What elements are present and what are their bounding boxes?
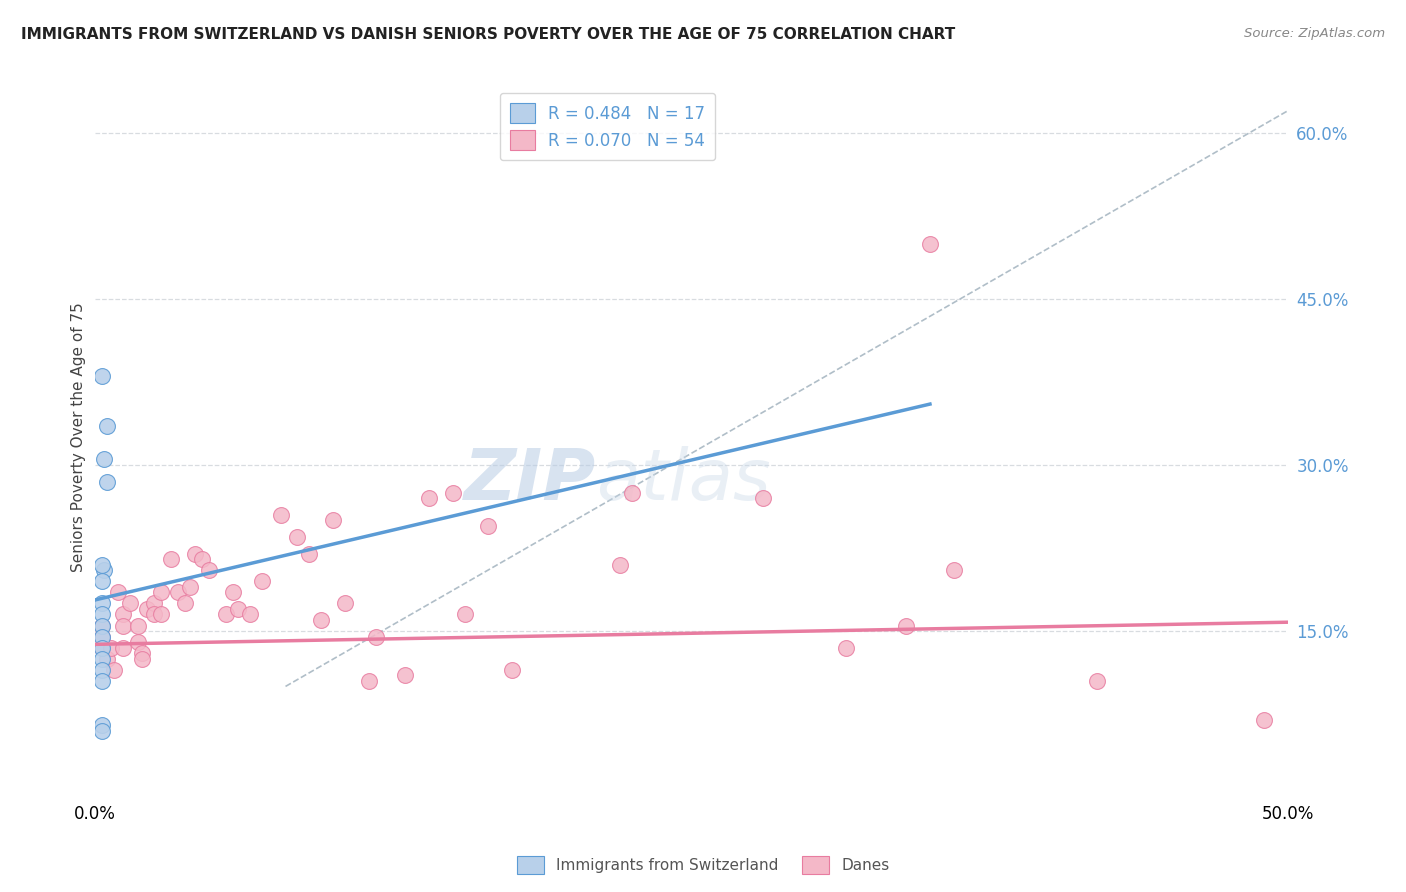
Point bbox=[501, 663, 523, 677]
Point bbox=[96, 475, 118, 489]
Point bbox=[609, 558, 631, 572]
Point bbox=[620, 485, 643, 500]
Y-axis label: Seniors Poverty Over the Age of 75: Seniors Poverty Over the Age of 75 bbox=[72, 302, 86, 572]
Point bbox=[127, 618, 149, 632]
Point bbox=[90, 651, 112, 665]
Point bbox=[322, 513, 344, 527]
Point bbox=[112, 618, 135, 632]
Point bbox=[394, 668, 416, 682]
Point bbox=[112, 607, 135, 622]
Point bbox=[90, 574, 112, 589]
Point bbox=[184, 547, 207, 561]
Point bbox=[298, 547, 321, 561]
Point bbox=[894, 618, 917, 632]
Text: IMMIGRANTS FROM SWITZERLAND VS DANISH SENIORS POVERTY OVER THE AGE OF 75 CORRELA: IMMIGRANTS FROM SWITZERLAND VS DANISH SE… bbox=[21, 27, 955, 42]
Point bbox=[127, 635, 149, 649]
Point bbox=[90, 369, 112, 384]
Point bbox=[150, 585, 173, 599]
Point bbox=[150, 607, 173, 622]
Point bbox=[90, 673, 112, 688]
Point bbox=[90, 618, 112, 632]
Point bbox=[112, 640, 135, 655]
Point bbox=[198, 563, 221, 577]
Point bbox=[226, 602, 249, 616]
Point bbox=[96, 419, 118, 434]
Point bbox=[418, 491, 440, 506]
Point bbox=[335, 596, 357, 610]
Point bbox=[311, 613, 333, 627]
Point bbox=[136, 602, 159, 616]
Point bbox=[90, 618, 112, 632]
Point bbox=[942, 563, 965, 577]
Text: atlas: atlas bbox=[596, 446, 770, 515]
Point bbox=[1253, 713, 1275, 727]
Point bbox=[174, 596, 197, 610]
Point bbox=[752, 491, 775, 506]
Point bbox=[239, 607, 262, 622]
Point bbox=[441, 485, 464, 500]
Point bbox=[167, 585, 190, 599]
Point bbox=[366, 630, 388, 644]
Point bbox=[90, 640, 112, 655]
Point bbox=[93, 452, 115, 467]
Point bbox=[918, 236, 941, 251]
Point bbox=[90, 663, 112, 677]
Text: Source: ZipAtlas.com: Source: ZipAtlas.com bbox=[1244, 27, 1385, 40]
Point bbox=[100, 640, 122, 655]
Point bbox=[215, 607, 238, 622]
Point bbox=[93, 563, 115, 577]
Point bbox=[287, 530, 309, 544]
Legend: R = 0.484   N = 17, R = 0.070   N = 54: R = 0.484 N = 17, R = 0.070 N = 54 bbox=[501, 93, 716, 161]
Point bbox=[222, 585, 245, 599]
Point bbox=[179, 580, 201, 594]
Point bbox=[250, 574, 273, 589]
Text: ZIP: ZIP bbox=[464, 446, 596, 515]
Point bbox=[90, 558, 112, 572]
Point bbox=[90, 718, 112, 732]
Point bbox=[143, 607, 166, 622]
Point bbox=[120, 596, 142, 610]
Point bbox=[191, 552, 214, 566]
Point bbox=[131, 646, 153, 660]
Point bbox=[453, 607, 475, 622]
Point bbox=[357, 673, 380, 688]
Point bbox=[90, 723, 112, 738]
Point bbox=[103, 663, 125, 677]
Point bbox=[90, 630, 112, 644]
Point bbox=[1085, 673, 1108, 688]
Point bbox=[835, 640, 858, 655]
Point bbox=[477, 519, 499, 533]
Point bbox=[90, 596, 112, 610]
Point bbox=[107, 585, 129, 599]
Point bbox=[90, 630, 112, 644]
Legend: Immigrants from Switzerland, Danes: Immigrants from Switzerland, Danes bbox=[510, 850, 896, 880]
Point bbox=[90, 640, 112, 655]
Point bbox=[270, 508, 292, 522]
Point bbox=[131, 651, 153, 665]
Point bbox=[96, 651, 118, 665]
Point bbox=[143, 596, 166, 610]
Point bbox=[90, 607, 112, 622]
Point bbox=[160, 552, 183, 566]
